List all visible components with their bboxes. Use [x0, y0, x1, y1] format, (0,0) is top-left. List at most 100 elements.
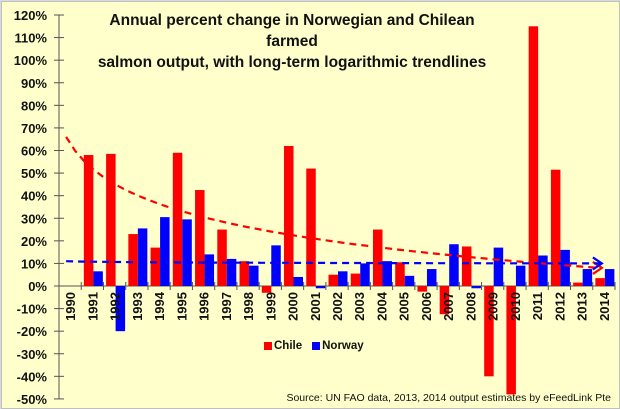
- bar-norway-1995: [182, 219, 192, 286]
- x-tick-label: 2011: [530, 292, 545, 320]
- bar-chile-1991: [83, 155, 94, 286]
- y-tick-label: 60%: [21, 144, 47, 159]
- x-tick-label: 1999: [263, 292, 278, 321]
- x-tick-label: 1997: [219, 292, 234, 321]
- y-tick-label: -10%: [17, 302, 48, 317]
- chart-title: Annual percent change in Norwegian and C…: [82, 10, 502, 73]
- bar-norway-2001: [315, 286, 326, 289]
- x-tick-label: 2005: [397, 292, 412, 321]
- y-tick-label: 40%: [21, 189, 47, 204]
- bar-norway-1998: [249, 265, 259, 286]
- bar-chile-2007: [439, 286, 450, 315]
- bar-chile-1997: [217, 229, 227, 286]
- bar-norway-1991: [93, 271, 103, 286]
- bar-norway-1996: [204, 254, 215, 286]
- bar-norway-2012: [560, 249, 570, 286]
- legend-swatch-norway: [312, 342, 321, 350]
- legend-item-norway: Norway: [312, 340, 364, 352]
- bar-chile-1995: [172, 152, 183, 286]
- bar-chile-2000: [284, 145, 294, 286]
- x-tick-label: 1995: [174, 292, 189, 321]
- bar-chile-2003: [350, 273, 361, 286]
- x-tick-label: 1998: [241, 292, 256, 321]
- y-tick-label: -30%: [17, 347, 48, 362]
- bar-norway-2005: [404, 275, 415, 286]
- bar-chile-1998: [239, 261, 250, 286]
- bar-chile-2002: [328, 274, 338, 286]
- bar-norway-2007: [449, 244, 459, 286]
- y-tick-label: 20%: [21, 234, 47, 249]
- legend-item-chile: Chile: [264, 340, 302, 352]
- bar-norway-2009: [493, 247, 504, 286]
- bar-norway-2008: [471, 286, 481, 289]
- y-tick-label: -50%: [17, 392, 48, 407]
- x-tick-label: 2012: [552, 292, 567, 321]
- bar-norway-2011: [538, 255, 548, 286]
- x-tick-label: 2001: [308, 292, 323, 321]
- x-tick-label: 2000: [286, 292, 301, 321]
- bar-chile-2008: [461, 246, 472, 286]
- bar-chile-2009: [484, 286, 494, 377]
- y-tick-label: 90%: [21, 76, 47, 91]
- bar-norway-1999: [271, 245, 281, 286]
- y-tick-label: 50%: [21, 166, 47, 181]
- bar-chile-2011: [528, 26, 539, 287]
- y-tick-label: 70%: [21, 121, 47, 136]
- legend-label-chile: Chile: [274, 340, 303, 352]
- x-tick-label: 2006: [419, 292, 434, 321]
- x-tick-label: 2008: [463, 292, 478, 321]
- bar-chile-2004: [372, 229, 383, 286]
- x-tick-label: 2014: [597, 291, 612, 321]
- y-tick-label: 10%: [21, 256, 47, 271]
- y-tick-label: -20%: [17, 324, 48, 339]
- y-tick-label: 110%: [14, 31, 47, 46]
- x-tick-label: 2004: [374, 291, 389, 321]
- x-tick-label: 2010: [508, 292, 523, 321]
- x-tick-label: 2009: [486, 292, 501, 321]
- bar-norway-1997: [226, 258, 237, 286]
- bar-norway-2010: [515, 265, 526, 286]
- bar-chile-2014: [595, 278, 605, 286]
- y-tick-label: 0%: [28, 279, 47, 294]
- bar-norway-2002: [338, 271, 348, 286]
- bar-chile-2013: [573, 282, 583, 286]
- bar-norway-1993: [137, 228, 148, 286]
- bar-chile-1999: [261, 286, 272, 293]
- x-tick-label: 1992: [108, 292, 123, 321]
- bar-chile-1992: [106, 153, 116, 286]
- y-tick-label: 100%: [14, 53, 48, 68]
- bar-chile-2001: [306, 168, 316, 286]
- bar-chile-1993: [128, 234, 138, 286]
- bar-norway-2003: [360, 263, 370, 286]
- x-tick-label: 2002: [330, 292, 345, 321]
- bar-norway-2014: [604, 269, 615, 286]
- y-tick-label: 120%: [14, 8, 48, 23]
- trendline-norway: [66, 260, 600, 265]
- legend-swatch-chile: [264, 342, 272, 350]
- legend: Chile Norway: [264, 340, 364, 352]
- x-tick-label: 1994: [152, 291, 167, 321]
- x-tick-label: 2007: [441, 292, 456, 321]
- chart-title-line-2: salmon output, with long-term logarithmi…: [97, 54, 487, 71]
- bar-chile-1994: [150, 247, 161, 286]
- x-tick-label: 1990: [63, 292, 78, 321]
- bar-chile-2006: [417, 286, 427, 292]
- legend-label-norway: Norway: [322, 340, 364, 352]
- bar-chile-2010: [506, 286, 516, 395]
- y-tick-label: -40%: [17, 369, 48, 384]
- bar-norway-2000: [293, 276, 304, 286]
- y-tick-label: 30%: [21, 211, 47, 226]
- bar-norway-1992: [115, 286, 126, 332]
- bar-chile-2005: [395, 262, 405, 286]
- bar-norway-2004: [382, 261, 392, 286]
- bar-norway-2013: [582, 269, 593, 286]
- bar-norway-1994: [160, 217, 170, 286]
- x-tick-label: 1993: [130, 292, 145, 321]
- y-tick-label: 80%: [21, 98, 47, 113]
- trendline-chile: [65, 136, 600, 269]
- x-tick-label: 1996: [197, 292, 212, 321]
- chart-title-line-1: Annual percent change in Norwegian and C…: [109, 12, 475, 50]
- bar-chile-1996: [195, 190, 205, 286]
